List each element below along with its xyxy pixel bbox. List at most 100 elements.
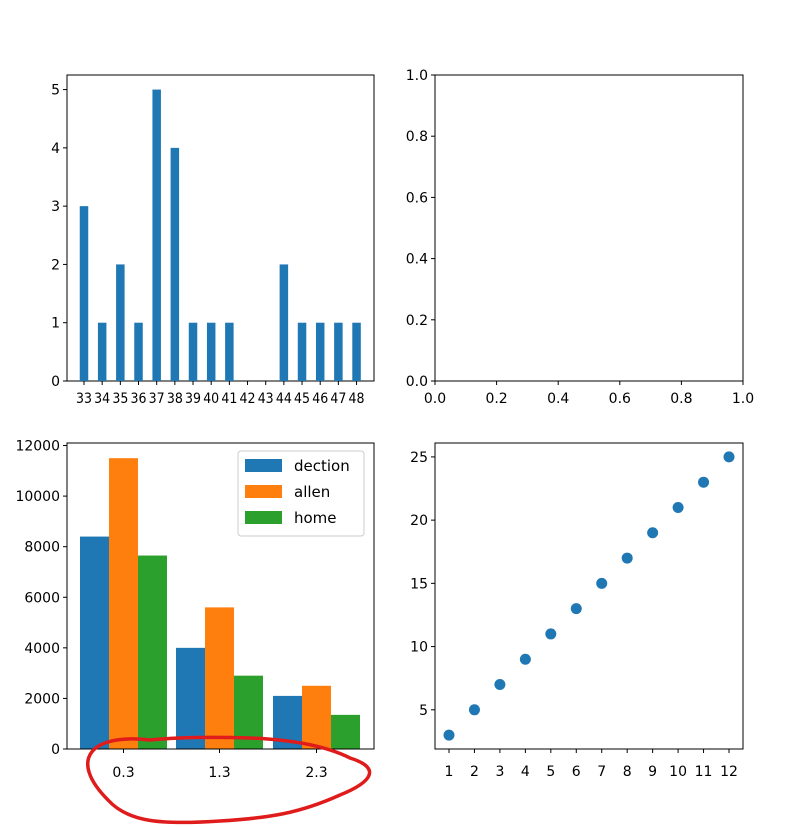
- y-tick-label: 8000: [24, 540, 60, 556]
- scatter-point: [494, 679, 506, 691]
- x-tick-label: 0.2: [485, 391, 507, 407]
- legend-label: allen: [294, 483, 330, 501]
- x-tick-label: 35: [112, 391, 128, 407]
- x-tick-label: 38: [167, 391, 183, 407]
- empty-panel: 0.0 0.2 0.4 0.6 0.8 1.0 0.0 0.2 0.4 0.6 0.8 1.0: [406, 68, 754, 407]
- x-tick-label: 42: [240, 391, 256, 407]
- x-tick-label: 12: [720, 764, 738, 780]
- legend-swatch: [245, 485, 282, 498]
- x-tick-label: 0.3: [112, 765, 134, 781]
- legend-label: dection: [294, 457, 350, 475]
- axes-frame: [434, 442, 744, 750]
- y-tick-label: 0.6: [406, 190, 428, 206]
- x-tick-label: 41: [221, 391, 237, 407]
- hist-bar: [206, 322, 216, 381]
- legend-label: home: [294, 509, 337, 527]
- scatter-point: [596, 577, 608, 589]
- x-tick-label: 2: [470, 764, 479, 780]
- scatter-point: [545, 628, 557, 640]
- y-tick-label: 4000: [24, 641, 60, 657]
- bar-allen: [302, 685, 331, 749]
- x-tick-label: 45: [294, 391, 310, 407]
- x-tick-label: 4: [521, 764, 530, 780]
- bar-dection: [80, 536, 109, 749]
- y-tick-label: 10000: [15, 489, 60, 505]
- x-tick-label: 33: [76, 391, 92, 407]
- y-tick-label: 12000: [15, 439, 60, 455]
- scatter-point: [647, 527, 659, 539]
- hist-bar: [352, 322, 361, 381]
- y-tick-label: 25: [410, 450, 428, 466]
- x-tick-label: 43: [258, 391, 274, 407]
- axes-frame: [66, 74, 375, 382]
- hist-bar: [297, 322, 307, 381]
- x-tick-label: 47: [330, 391, 346, 407]
- legend-swatch: [245, 459, 282, 472]
- y-tick-label: 5: [419, 703, 428, 719]
- y-tick-label: 0.4: [406, 252, 428, 268]
- hist-bar: [134, 322, 143, 381]
- legend: dection allen home: [237, 450, 365, 537]
- bar-allen: [109, 458, 138, 749]
- bar-dection: [176, 647, 205, 749]
- grouped-bar-panel: 0.3 1.3 2.3 0 2000 4000 6000 8000 10000 12000 dect…: [15, 439, 375, 781]
- x-tick-label: 48: [349, 391, 365, 407]
- hist-bar: [116, 264, 125, 381]
- y-tick-label: 15: [410, 576, 428, 592]
- y-tick-label: 3: [51, 199, 60, 215]
- y-tick-label: 4: [51, 141, 60, 157]
- x-tick-label: 2.3: [305, 765, 327, 781]
- y-tick-label: 1.0: [406, 68, 428, 84]
- x-tick-label: 36: [131, 391, 147, 407]
- y-tick-label: 0.0: [406, 374, 428, 390]
- y-tick-label: 0: [51, 374, 60, 390]
- y-tick-label: 20: [410, 513, 428, 529]
- y-tick-label: 0.2: [406, 313, 428, 329]
- y-tick-label: 0: [51, 742, 60, 758]
- x-tick-label: 8: [623, 764, 632, 780]
- scatter-point: [468, 704, 480, 716]
- x-tick-label: 1.0: [732, 391, 754, 407]
- x-tick-label: 37: [149, 391, 165, 407]
- hist-bar: [97, 322, 107, 381]
- y-tick-label: 5: [51, 83, 60, 99]
- hist-bar: [79, 206, 89, 381]
- hist-bar: [315, 322, 325, 381]
- hist-bar: [170, 147, 180, 381]
- axes-frame: [66, 442, 375, 750]
- y-tick-label: 6000: [24, 590, 60, 606]
- y-tick-label: 10: [410, 640, 428, 656]
- bar-home: [138, 555, 167, 749]
- x-tick-label: 44: [276, 391, 292, 407]
- x-tick-label: 0.4: [547, 391, 569, 407]
- x-tick-label: 46: [312, 391, 328, 407]
- x-tick-label: 5: [546, 764, 555, 780]
- bar-home: [331, 714, 360, 749]
- x-tick-label: 39: [185, 391, 201, 407]
- x-tick-label: 40: [203, 391, 219, 407]
- hist-bar: [152, 89, 161, 382]
- legend-swatch: [245, 511, 282, 524]
- x-tick-label: 11: [695, 764, 713, 780]
- axes-frame: [434, 74, 744, 382]
- hist-bar: [334, 322, 343, 381]
- x-tick-label: 3: [495, 764, 504, 780]
- scatter-point: [519, 653, 531, 665]
- y-tick-label: 1: [51, 316, 60, 332]
- x-tick-label: 0.0: [424, 391, 446, 407]
- scatter-point: [443, 729, 455, 741]
- scatter-point: [570, 603, 582, 615]
- x-tick-label: 10: [669, 764, 687, 780]
- scatter-point: [621, 552, 633, 564]
- hist-bar: [225, 322, 234, 381]
- x-tick-label: 1: [445, 764, 454, 780]
- x-tick-label: 6: [572, 764, 581, 780]
- red-circle-annotation: [86, 735, 372, 825]
- x-tick-label: 7: [597, 764, 606, 780]
- scatter-point: [672, 501, 684, 513]
- bar-allen: [205, 607, 234, 749]
- x-tick-label: 1.3: [208, 765, 230, 781]
